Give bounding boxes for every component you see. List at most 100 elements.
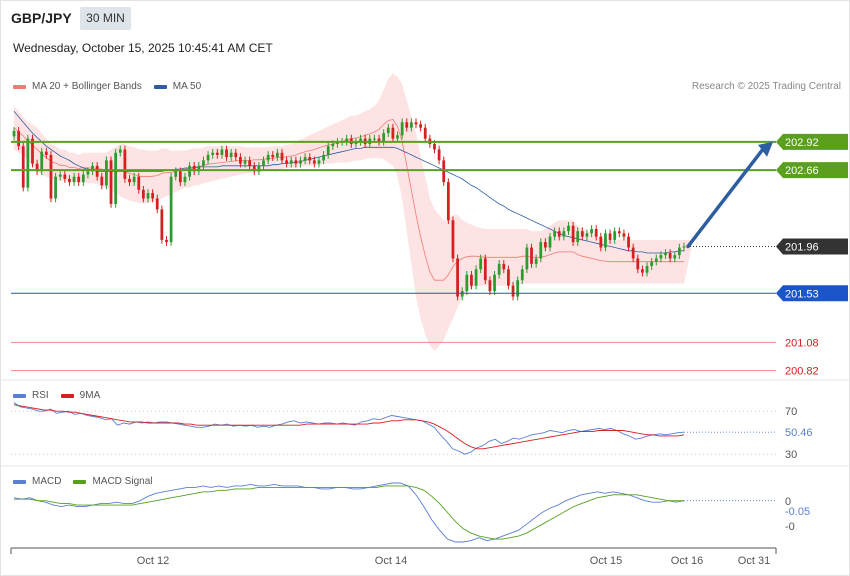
candle-body	[391, 127, 395, 139]
candle-body	[511, 285, 515, 297]
candle-body	[562, 231, 566, 237]
legend-rsi: RSI	[13, 390, 49, 401]
candle-body	[257, 165, 261, 172]
candle-body	[105, 160, 108, 186]
datetime-label: Wednesday, October 15, 2025 10:45:41 AM …	[13, 41, 273, 55]
candle-body	[414, 122, 418, 125]
candle-body	[548, 236, 552, 248]
candle-body	[442, 160, 446, 183]
candle-body	[271, 154, 275, 158]
candle-body	[26, 138, 30, 188]
level-tag-202.66	[776, 162, 848, 179]
candle-body	[571, 225, 575, 243]
candle-body	[294, 160, 298, 164]
candle-body	[31, 138, 34, 164]
candle-body	[539, 242, 543, 259]
candle-body	[659, 255, 663, 259]
level-label-202.66: 202.66	[785, 165, 819, 177]
candle-body	[590, 229, 593, 234]
candle-body	[622, 233, 626, 237]
legend-macd-label: MACD	[32, 476, 62, 487]
macd-legend: MACD MACD Signal	[13, 476, 158, 487]
candle-body	[534, 258, 538, 264]
candle-body	[95, 165, 99, 177]
level-tag-201.53	[776, 285, 848, 302]
candle-body	[553, 231, 557, 237]
candle-body	[377, 138, 381, 142]
candle-body	[155, 198, 159, 210]
candle-body	[178, 171, 182, 183]
rsi-tick-30: 30	[785, 449, 797, 461]
legend-ma50-label: MA 50	[172, 81, 202, 92]
candle-body	[285, 160, 289, 164]
candle-body	[654, 258, 658, 262]
candle-body	[396, 135, 399, 139]
candle-body	[174, 171, 178, 177]
rsi-swatch	[13, 393, 26, 398]
projection-arrow-head	[758, 141, 773, 157]
candle-body	[132, 176, 136, 183]
candle-body	[165, 239, 168, 243]
rsi-tick-70: 70	[785, 406, 797, 418]
candle-body	[141, 189, 145, 199]
candle-body	[17, 130, 21, 147]
legend-macd-signal-label: MACD Signal	[92, 476, 153, 487]
candle-body	[58, 174, 62, 177]
candle-body	[576, 231, 580, 243]
level-label-201.53: 201.53	[785, 288, 819, 300]
level-label-201.96: 201.96	[785, 241, 819, 253]
candle-body	[465, 274, 469, 292]
candle-body	[49, 154, 53, 199]
candle-body	[437, 149, 441, 161]
ma20-swatch	[13, 84, 26, 89]
credit-label: Research © 2025 Trading Central	[691, 81, 841, 92]
candle-body	[580, 231, 584, 237]
candle-body	[516, 280, 520, 297]
candle-body	[677, 247, 681, 256]
candle-body	[419, 124, 423, 128]
candle-body	[266, 154, 270, 161]
x-tick-label: Oct 15	[590, 555, 622, 567]
macd-tick-0: 0	[785, 496, 791, 508]
timeframe-button[interactable]: 30 MIN	[80, 7, 131, 30]
projection-arrow	[686, 146, 766, 249]
candle-body	[336, 141, 339, 145]
candle-body	[423, 127, 427, 139]
candle-body	[183, 176, 187, 183]
candle-body	[502, 263, 506, 270]
candle-body	[479, 258, 483, 270]
legend-rsi-label: RSI	[32, 390, 49, 401]
rsi-ma-swatch	[60, 393, 74, 398]
candle-body	[474, 269, 478, 286]
legend-ma20: MA 20 + Bollinger Bands	[13, 81, 142, 92]
candle-body	[594, 229, 598, 237]
candle-body	[567, 225, 570, 232]
macd-signal-swatch	[73, 479, 87, 484]
candle-body	[243, 160, 247, 164]
candle-body	[331, 144, 335, 147]
rsi-legend: RSI 9MA	[13, 390, 106, 401]
candle-body	[289, 160, 293, 164]
candle-body	[400, 122, 404, 136]
candle-body	[631, 247, 635, 259]
rsi-line	[13, 402, 685, 455]
candle-body	[197, 165, 201, 172]
candle-body	[109, 160, 113, 204]
candle-body	[280, 152, 284, 161]
legend-rsi-ma: 9MA	[60, 390, 100, 401]
x-tick-label: Oct 31	[738, 555, 770, 567]
candle-body	[63, 174, 67, 179]
candle-body	[599, 236, 603, 248]
candle-body	[77, 176, 81, 183]
level-label-200.82: 200.82	[785, 366, 819, 378]
legend-ma20-label: MA 20 + Bollinger Bands	[32, 81, 142, 92]
candle-body	[262, 160, 265, 166]
rsi-current-label: 50.46	[785, 427, 813, 439]
candle-body	[128, 178, 131, 183]
candle-body	[275, 152, 279, 158]
candle-body	[507, 269, 510, 286]
ma50-swatch	[153, 84, 167, 89]
candle-body	[303, 157, 307, 161]
legend-macd-signal: MACD Signal	[73, 476, 152, 487]
